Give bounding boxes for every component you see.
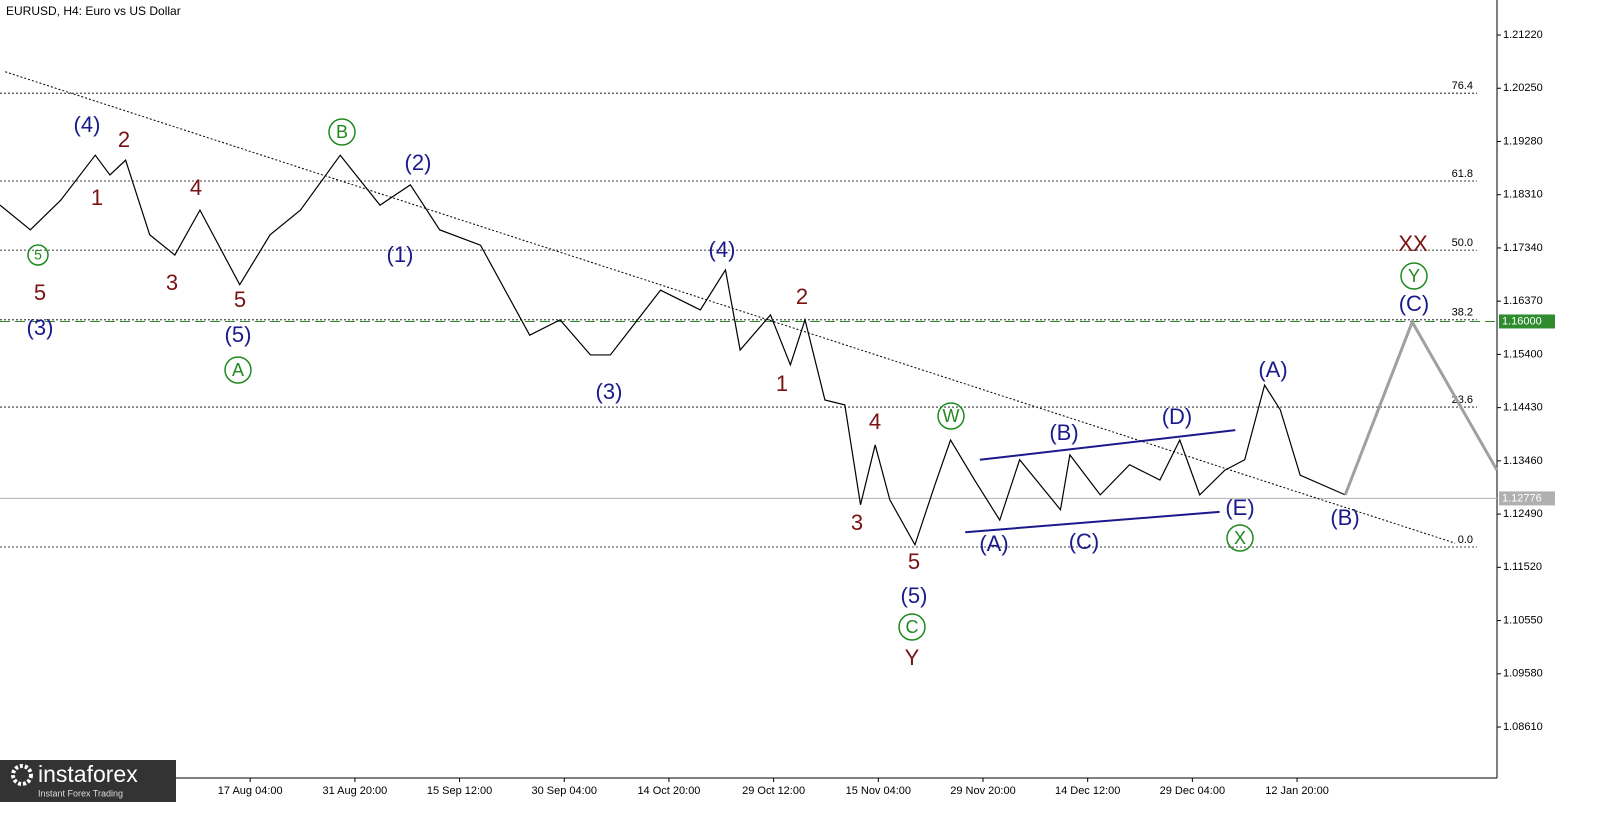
price-line-series — [0, 154, 1346, 547]
y-tick-label: 1.11520 — [1503, 561, 1542, 573]
wave-label: 4 — [190, 175, 202, 200]
x-tick-label: 15 Sep 12:00 — [427, 785, 492, 797]
fib-label: 38.2 — [1452, 307, 1473, 319]
fib-label: 61.8 — [1452, 168, 1473, 180]
watermark: instaforex Instant Forex Trading — [0, 760, 176, 802]
wave-label: 1 — [91, 185, 103, 210]
wave-label: B — [336, 122, 348, 142]
wave-label: 1 — [776, 371, 788, 396]
x-tick-label: 29 Oct 12:00 — [742, 785, 805, 797]
wave-circle — [1400, 262, 1428, 290]
wave-label: 5 — [908, 549, 920, 574]
price-label-box — [1499, 314, 1555, 329]
wave-label: (C) — [1069, 529, 1100, 554]
wave-circle — [937, 402, 965, 430]
x-tick-label: 31 Aug 20:00 — [322, 785, 387, 797]
x-tick-label: 12 Jan 20:00 — [1265, 785, 1329, 797]
wave-circle — [328, 118, 356, 146]
y-tick-label: 1.21220 — [1503, 29, 1543, 41]
wave-circle — [898, 613, 926, 641]
wave-label: X — [1234, 528, 1246, 548]
wave-label: C — [906, 617, 919, 637]
wave-label: 5 — [234, 287, 246, 312]
y-tick-label: 1.18310 — [1503, 189, 1543, 201]
wave-circle — [27, 244, 49, 266]
y-tick-label: 1.13460 — [1503, 455, 1543, 467]
wave-circle — [1226, 524, 1254, 552]
chart-title: EURUSD, H4: Euro vs US Dollar — [6, 4, 181, 18]
wave-label: (4) — [709, 237, 736, 262]
wave-label: (5) — [225, 322, 252, 347]
projection-line — [1343, 318, 1499, 496]
wave-label: (E) — [1225, 495, 1254, 520]
wave-label: W — [943, 406, 960, 426]
price-label-box — [1499, 491, 1555, 506]
x-tick-label: 15 Nov 04:00 — [846, 785, 911, 797]
wave-circle — [224, 356, 252, 384]
wave-label: 2 — [118, 127, 130, 152]
wave-label: (4) — [74, 112, 101, 137]
wave-label: 2 — [796, 284, 808, 309]
y-tick-label: 1.14430 — [1503, 402, 1543, 414]
watermark-logo — [11, 764, 33, 786]
price-label: 1.16000 — [1502, 315, 1542, 327]
x-tick-label: 29 Nov 20:00 — [950, 785, 1015, 797]
wave-label: (A) — [979, 531, 1008, 556]
wave-label: (B) — [1330, 505, 1359, 530]
price-label: 1.12776 — [1502, 492, 1542, 504]
x-tick-label: 17 Aug 04:00 — [218, 785, 283, 797]
wave-label: (C) — [1399, 291, 1430, 316]
x-tick-label: 14 Oct 20:00 — [637, 785, 700, 797]
y-tick-label: 1.16370 — [1503, 295, 1543, 307]
y-tick-label: 1.10550 — [1503, 614, 1543, 626]
wave-label: (A) — [1258, 357, 1287, 382]
wave-label: (3) — [27, 315, 54, 340]
wave-label: (2) — [405, 150, 432, 175]
x-tick-label: 29 Dec 04:00 — [1160, 785, 1225, 797]
y-tick-label: 1.19280 — [1503, 135, 1543, 147]
wave-label: 5 — [34, 280, 46, 305]
trendline — [965, 510, 1220, 534]
trendline — [979, 429, 1236, 461]
fib-label: 50.0 — [1452, 237, 1473, 249]
wave-label: Y — [1408, 266, 1420, 286]
y-tick-label: 1.15400 — [1503, 348, 1543, 360]
y-tick-label: 1.17340 — [1503, 242, 1543, 254]
y-tick-label: 1.12490 — [1503, 508, 1543, 520]
x-tick-label: 30 Sep 04:00 — [532, 785, 597, 797]
watermark-brand: instaforex — [38, 761, 138, 787]
wave-label: A — [232, 360, 244, 380]
y-tick-label: 1.09580 — [1503, 668, 1543, 680]
fib-label: 0.0 — [1458, 534, 1473, 546]
wave-label: 5 — [34, 247, 42, 263]
y-tick-label: 1.20250 — [1503, 82, 1543, 94]
wave-label: 4 — [869, 409, 881, 434]
wave-label: (5) — [901, 583, 928, 608]
wave-label: 3 — [851, 510, 863, 535]
x-tick-label: 14 Dec 12:00 — [1055, 785, 1120, 797]
wave-label: (B) — [1049, 420, 1078, 445]
wave-label: 3 — [166, 270, 178, 295]
wave-label: Y — [905, 645, 920, 670]
wave-label: (1) — [387, 242, 414, 267]
watermark-tagline: Instant Forex Trading — [38, 788, 123, 798]
wave-label: (3) — [596, 379, 623, 404]
wave-label: (D) — [1162, 404, 1193, 429]
y-tick-label: 1.08610 — [1503, 721, 1543, 733]
fib-label: 76.4 — [1452, 80, 1473, 92]
wave-label: XX — [1398, 231, 1428, 256]
